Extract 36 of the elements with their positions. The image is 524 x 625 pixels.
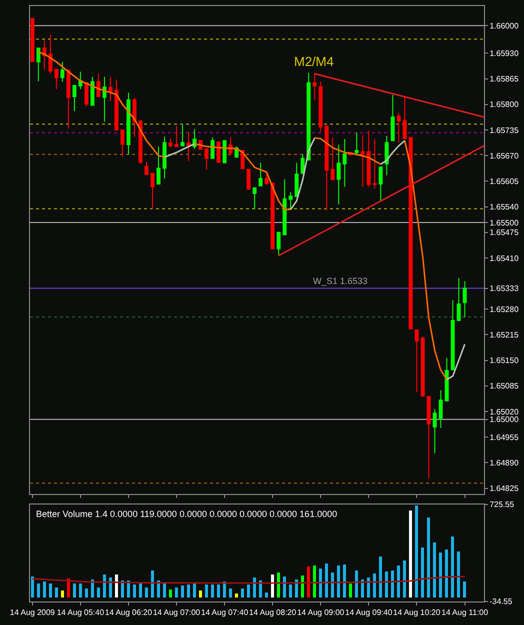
y-tick-label: 1.64890 (490, 458, 520, 468)
y-tick-label: 1.65800 (490, 100, 520, 110)
y-tick-label: 1.65280 (490, 304, 520, 314)
x-tick-label: 14 Aug 05:40 (56, 608, 105, 618)
y-tick-label: 1.65735 (490, 126, 520, 135)
x-tick-label: 14 Aug 09:00 (297, 608, 345, 618)
y-tick-label: 1.65020 (490, 407, 520, 416)
y-tick-label: 1.65475 (490, 228, 520, 238)
x-tick-label: 14 Aug 11:00 (442, 608, 489, 618)
x-tick-label: 14 Aug 06:20 (104, 608, 153, 618)
x-tick-label: 14 Aug 10:20 (393, 608, 441, 618)
text: Better Volume 1.4 0.0000 119.0000 0.0000 0.0000 0.0000 0.0000 161.0000 (36, 509, 338, 519)
y-tick-label: 1.65930 (490, 49, 520, 58)
y-tick-label: 1.65333 (490, 284, 520, 294)
y-tick-label: 1.64955 (490, 432, 520, 442)
ref-line-label: W_S1 1.6533 (313, 276, 368, 286)
x-tick-label: 14 Aug 08:20 (249, 608, 297, 618)
y-tick-label: 1.65540 (490, 202, 520, 212)
annotation: M2/M4 (294, 54, 334, 69)
y-tick-label: 1.65605 (490, 177, 520, 186)
x-tick-label: 14 Aug 07:40 (200, 608, 249, 618)
x-tick-label: 14 Aug 09:40 (345, 608, 393, 618)
y-tick-label: 1.65085 (490, 382, 520, 391)
y-tick-label: 1.64825 (490, 484, 520, 494)
y-tick-label: -34.55 (490, 597, 513, 606)
y-tick-label: 1.65215 (490, 330, 520, 340)
x-tick-label: 14 Aug 07:00 (152, 608, 201, 618)
y-tick-label: 1.65670 (490, 151, 520, 160)
y-tick-label: 1.65500 (490, 218, 520, 228)
y-tick-label: 1.65865 (490, 74, 520, 84)
y-tick-label: 1.65000 (490, 415, 520, 424)
y-tick-label: 725.55 (490, 500, 515, 510)
y-tick-label: 1.66000 (490, 21, 520, 30)
x-tick-label: 14 Aug 2009 (10, 608, 56, 618)
y-tick-label: 1.65150 (490, 356, 520, 366)
y-tick-label: 1.65410 (490, 254, 520, 263)
